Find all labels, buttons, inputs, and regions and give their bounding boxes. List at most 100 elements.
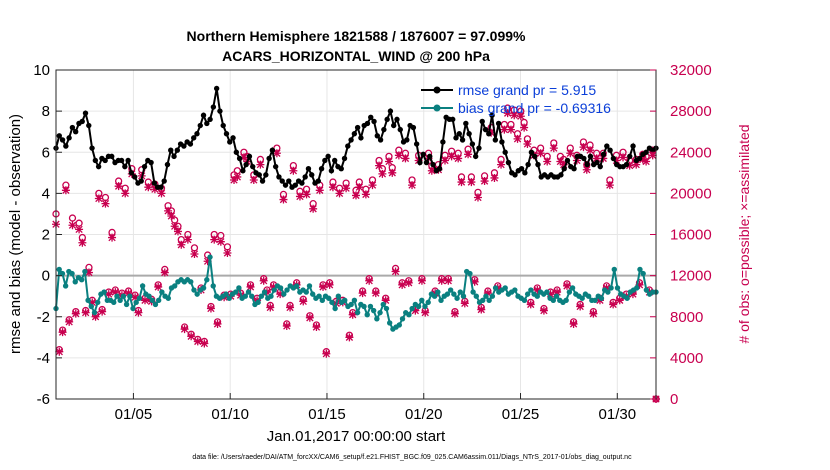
bias-point-30 xyxy=(149,297,155,303)
obs_assimilated-point-79 xyxy=(312,323,321,332)
rmse-point-68 xyxy=(276,174,282,180)
rmse-point-34 xyxy=(164,161,171,168)
y-left-tick-label-3: 0 xyxy=(42,268,50,285)
obs_assimilated-point-125 xyxy=(464,150,473,159)
bias-point-120 xyxy=(438,297,444,303)
bias-point-166 xyxy=(585,293,592,299)
bias-point-125 xyxy=(454,295,460,301)
rmse-point-90 xyxy=(348,137,354,143)
obs_assimilated-point-90 xyxy=(348,310,357,319)
bias-point-54 xyxy=(226,295,232,301)
rmse-point-125 xyxy=(463,120,469,127)
obs_assimilated-point-60 xyxy=(249,176,258,185)
bias-point-56 xyxy=(232,289,239,295)
rmse-point-92 xyxy=(354,124,361,131)
rmse-point-158 xyxy=(571,166,577,172)
bias-point-2 xyxy=(59,270,66,277)
rmse-point-12 xyxy=(92,157,99,164)
obs_assimilated-point-120 xyxy=(447,152,456,161)
bias-point-22 xyxy=(123,301,130,308)
obs_assimilated-point-172 xyxy=(619,153,628,162)
rmse-point-56 xyxy=(236,155,243,162)
rmse-point-55 xyxy=(233,149,240,155)
rmse-point-58 xyxy=(243,161,249,168)
obs_assimilated-point-5 xyxy=(68,221,77,230)
bias-point-161 xyxy=(569,285,576,291)
bias-point-137 xyxy=(492,285,499,291)
rmse-point-137 xyxy=(502,149,508,155)
rmse-point-80 xyxy=(315,178,321,184)
rmse-point-142 xyxy=(518,166,525,172)
rmse-point-93 xyxy=(358,135,364,141)
obs_assimilated-point-135 xyxy=(497,160,506,169)
bias-point-129 xyxy=(467,270,473,277)
y-right-tick-label-8: 32000 xyxy=(670,62,712,79)
obs_assimilated-point-159 xyxy=(576,302,585,311)
rmse-point-62 xyxy=(256,172,262,178)
y-left-tick-label-2: -2 xyxy=(37,309,50,326)
obs_assimilated-point-57 xyxy=(239,153,248,162)
obs_assimilated-point-179 xyxy=(642,157,651,166)
rmse-point-124 xyxy=(459,137,466,143)
rmse-point-77 xyxy=(305,166,312,172)
obs_assimilated-point-174 xyxy=(625,161,634,170)
bias-point-11 xyxy=(88,303,94,310)
rmse-point-168 xyxy=(604,143,610,149)
obs_assimilated-point-12 xyxy=(91,312,100,321)
rmse-point-122 xyxy=(453,135,459,141)
rmse-point-112 xyxy=(420,151,426,158)
rmse-point-156 xyxy=(564,157,571,164)
bias-point-131 xyxy=(473,293,480,299)
bias-point-159 xyxy=(563,297,569,303)
bias-point-116 xyxy=(425,299,431,306)
bias-point-182 xyxy=(637,266,643,273)
rmse-point-11 xyxy=(89,145,95,151)
rmse-point-146 xyxy=(531,153,538,160)
bias-point-103 xyxy=(383,305,390,312)
obs_assimilated-point-48 xyxy=(210,235,219,244)
bias-point-94 xyxy=(354,309,361,316)
bias-point-46 xyxy=(200,285,207,291)
obs_assimilated-point-128 xyxy=(473,193,482,202)
bias-point-59 xyxy=(242,293,249,299)
rmse-point-36 xyxy=(171,153,177,160)
bias-point-57 xyxy=(236,285,242,291)
rmse-point-69 xyxy=(279,178,285,184)
obs_assimilated-point-105 xyxy=(398,280,407,289)
x-tick-label-3: 01/20 xyxy=(405,406,443,423)
bias-point-35 xyxy=(165,295,171,301)
bias-point-115 xyxy=(422,303,428,310)
rmse-point-135 xyxy=(495,120,502,127)
rmse-point-83 xyxy=(325,153,331,160)
obs_assimilated-point-148 xyxy=(539,306,548,315)
bias-point-3 xyxy=(62,283,69,289)
bias-point-88 xyxy=(335,293,342,299)
rmse-point-46 xyxy=(204,120,210,127)
rmse-point-45 xyxy=(200,112,207,118)
obs_assimilated-point-42 xyxy=(190,250,199,259)
rmse-point-180 xyxy=(643,149,649,155)
bias-point-15 xyxy=(101,289,107,295)
y-left-tick-label-0: -6 xyxy=(37,391,50,408)
obs_assimilated-point-77 xyxy=(305,313,314,322)
obs_assimilated-point-72 xyxy=(289,166,298,175)
y-left-tick-label-5: 4 xyxy=(42,185,50,202)
obs_assimilated-point-78 xyxy=(309,204,318,213)
rmse-point-123 xyxy=(456,131,462,137)
rmse-point-82 xyxy=(322,157,328,164)
rmse-point-81 xyxy=(318,166,325,172)
bias-point-42 xyxy=(188,279,194,285)
rmse-point-163 xyxy=(587,153,594,160)
obs_assimilated-point-86 xyxy=(335,189,344,198)
legend-rmse-label: rmse grand pr = 5.915 xyxy=(458,82,596,98)
obs_assimilated-point-149 xyxy=(543,157,552,166)
obs_assimilated-point-170 xyxy=(612,156,621,165)
obs_assimilated-point-131 xyxy=(483,289,492,298)
obs_assimilated-point-121 xyxy=(450,309,459,318)
rmse-point-13 xyxy=(95,163,102,170)
rmse-point-30 xyxy=(151,180,158,186)
y-right-tick-label-6: 24000 xyxy=(670,144,712,161)
obs_assimilated-point-137 xyxy=(503,109,512,118)
obs_assimilated-point-109 xyxy=(411,306,420,315)
rmse-point-37 xyxy=(174,147,181,153)
